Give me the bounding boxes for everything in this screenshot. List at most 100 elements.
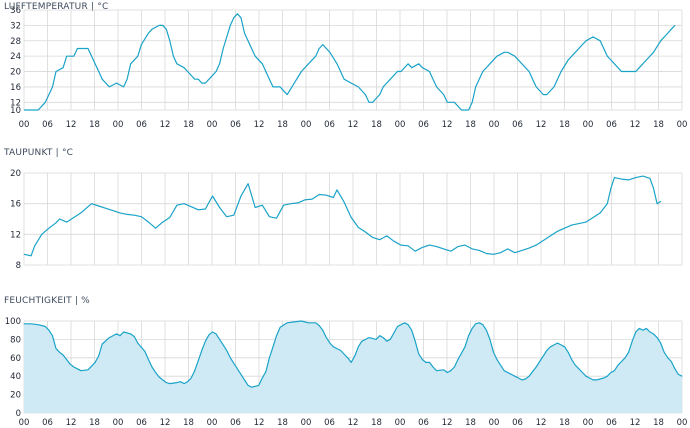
data-point bbox=[222, 344, 224, 346]
data-point bbox=[599, 378, 601, 380]
data-point bbox=[457, 359, 459, 361]
data-point bbox=[564, 227, 566, 229]
data-point bbox=[315, 55, 317, 57]
x-tick-label: 12 bbox=[254, 418, 265, 428]
data-point bbox=[354, 355, 356, 357]
data-point bbox=[169, 217, 171, 218]
data-point bbox=[322, 44, 324, 46]
data-point bbox=[261, 204, 263, 206]
data-point bbox=[628, 71, 630, 72]
x-tick-label: 00 bbox=[113, 418, 124, 428]
data-point bbox=[48, 227, 50, 229]
data-point bbox=[372, 101, 373, 103]
x-tick-label: 00 bbox=[113, 120, 124, 130]
data-point bbox=[183, 383, 185, 384]
data-point bbox=[30, 255, 32, 257]
data-point bbox=[126, 214, 128, 215]
data-point bbox=[254, 207, 256, 208]
data-point bbox=[140, 44, 142, 46]
data-point bbox=[567, 59, 569, 61]
data-point bbox=[446, 101, 448, 103]
y-tick-label: 28 bbox=[10, 37, 21, 47]
x-tick-label: 12 bbox=[66, 418, 77, 428]
data-point bbox=[98, 71, 100, 72]
data-point bbox=[133, 336, 135, 338]
data-point bbox=[244, 32, 245, 34]
x-tick-label: 06 bbox=[512, 418, 523, 428]
data-point bbox=[375, 98, 377, 99]
data-point bbox=[503, 370, 505, 372]
data-point bbox=[656, 203, 658, 205]
data-point bbox=[290, 203, 292, 205]
data-point bbox=[557, 230, 558, 232]
data-point bbox=[240, 373, 242, 375]
y-tick-label: 0 bbox=[16, 409, 21, 419]
data-point bbox=[137, 342, 139, 344]
data-point bbox=[397, 326, 398, 327]
y-tick-label: 20 bbox=[10, 169, 21, 179]
x-tick-label: 12 bbox=[630, 120, 641, 130]
data-point bbox=[517, 377, 519, 379]
data-point bbox=[631, 340, 633, 342]
x-tick-label: 18 bbox=[89, 418, 100, 428]
data-point bbox=[329, 342, 331, 344]
data-point bbox=[98, 205, 100, 207]
data-point bbox=[357, 227, 359, 228]
data-point bbox=[87, 369, 89, 371]
temperature-panel: LUFFTEMPERATUR | °C 10 12 16 20 24 28 32 36 00 06… bbox=[0, 0, 690, 140]
data-point bbox=[69, 363, 71, 365]
data-point bbox=[37, 109, 39, 111]
y-tick-label: 100 bbox=[5, 317, 21, 327]
data-point bbox=[414, 250, 416, 252]
data-point bbox=[507, 248, 509, 250]
data-point bbox=[389, 78, 391, 80]
data-point bbox=[233, 362, 235, 364]
data-point bbox=[535, 86, 537, 88]
data-point bbox=[66, 359, 68, 361]
x-tick-label: 06 bbox=[230, 418, 241, 428]
data-point bbox=[468, 335, 469, 337]
data-point bbox=[123, 86, 124, 88]
x-tick-label: 12 bbox=[160, 418, 171, 428]
data-point bbox=[592, 217, 594, 218]
data-point bbox=[606, 375, 608, 377]
temperature-title: LUFFTEMPERATUR | °C bbox=[4, 2, 109, 12]
data-point bbox=[471, 101, 473, 103]
data-point bbox=[507, 372, 509, 373]
data-point bbox=[635, 177, 637, 178]
data-point bbox=[660, 200, 662, 202]
data-point bbox=[660, 342, 662, 344]
data-point bbox=[176, 63, 178, 65]
x-tick-label: 18 bbox=[277, 120, 288, 130]
data-point bbox=[105, 82, 107, 84]
data-point bbox=[436, 246, 437, 247]
data-point bbox=[350, 362, 352, 363]
data-point bbox=[436, 370, 437, 372]
x-tick-label: 12 bbox=[536, 418, 547, 428]
data-point bbox=[482, 324, 484, 326]
data-point bbox=[365, 94, 366, 96]
data-point bbox=[297, 202, 299, 204]
data-point bbox=[73, 366, 75, 368]
x-tick-label: 00 bbox=[301, 418, 312, 428]
data-point bbox=[208, 334, 210, 336]
data-point bbox=[151, 28, 153, 30]
data-point bbox=[404, 322, 405, 324]
x-tick-label: 12 bbox=[254, 120, 265, 130]
data-point bbox=[165, 382, 167, 384]
data-point bbox=[489, 339, 491, 340]
data-point bbox=[55, 71, 57, 72]
data-point bbox=[183, 67, 185, 69]
data-point bbox=[311, 198, 313, 200]
x-tick-label: 18 bbox=[465, 418, 476, 428]
data-point bbox=[606, 55, 608, 57]
data-point bbox=[525, 378, 526, 380]
data-point bbox=[603, 377, 605, 379]
data-point bbox=[219, 207, 221, 208]
data-point bbox=[283, 90, 285, 92]
data-point bbox=[550, 235, 551, 237]
data-point bbox=[130, 333, 132, 335]
y-tick-label: 16 bbox=[10, 200, 21, 210]
data-point bbox=[318, 194, 320, 195]
